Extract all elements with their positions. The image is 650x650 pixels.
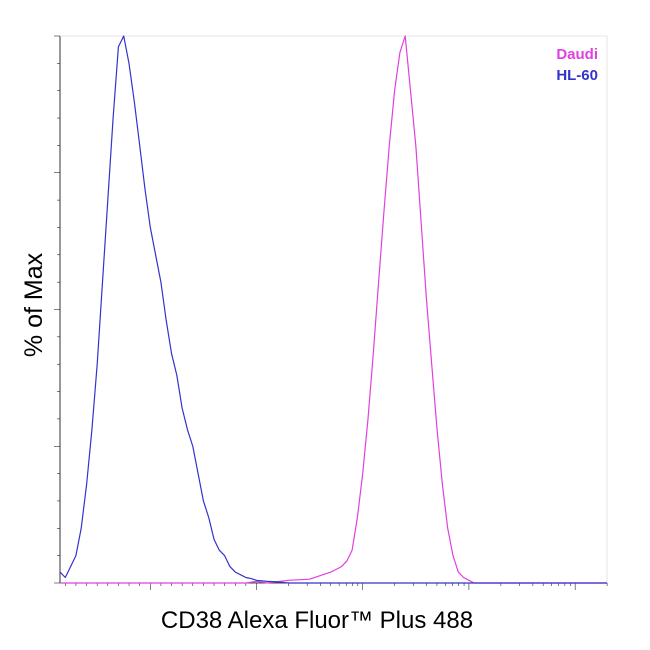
- y-axis-ticks: [54, 35, 60, 584]
- series-line-daudi: [60, 35, 607, 584]
- x-axis-label: CD38 Alexa Fluor™ Plus 488: [161, 607, 473, 634]
- plot-area: [54, 35, 608, 590]
- x-axis-ticks: [65, 583, 608, 590]
- series-group: [59, 35, 607, 584]
- legend-label-hl60: HL-60: [556, 67, 598, 84]
- legend-label-daudi: Daudi: [556, 46, 598, 63]
- series-line-hl-60: [59, 35, 607, 584]
- legend: Daudi HL-60: [556, 46, 598, 84]
- y-axis-label: % of Max: [20, 252, 48, 357]
